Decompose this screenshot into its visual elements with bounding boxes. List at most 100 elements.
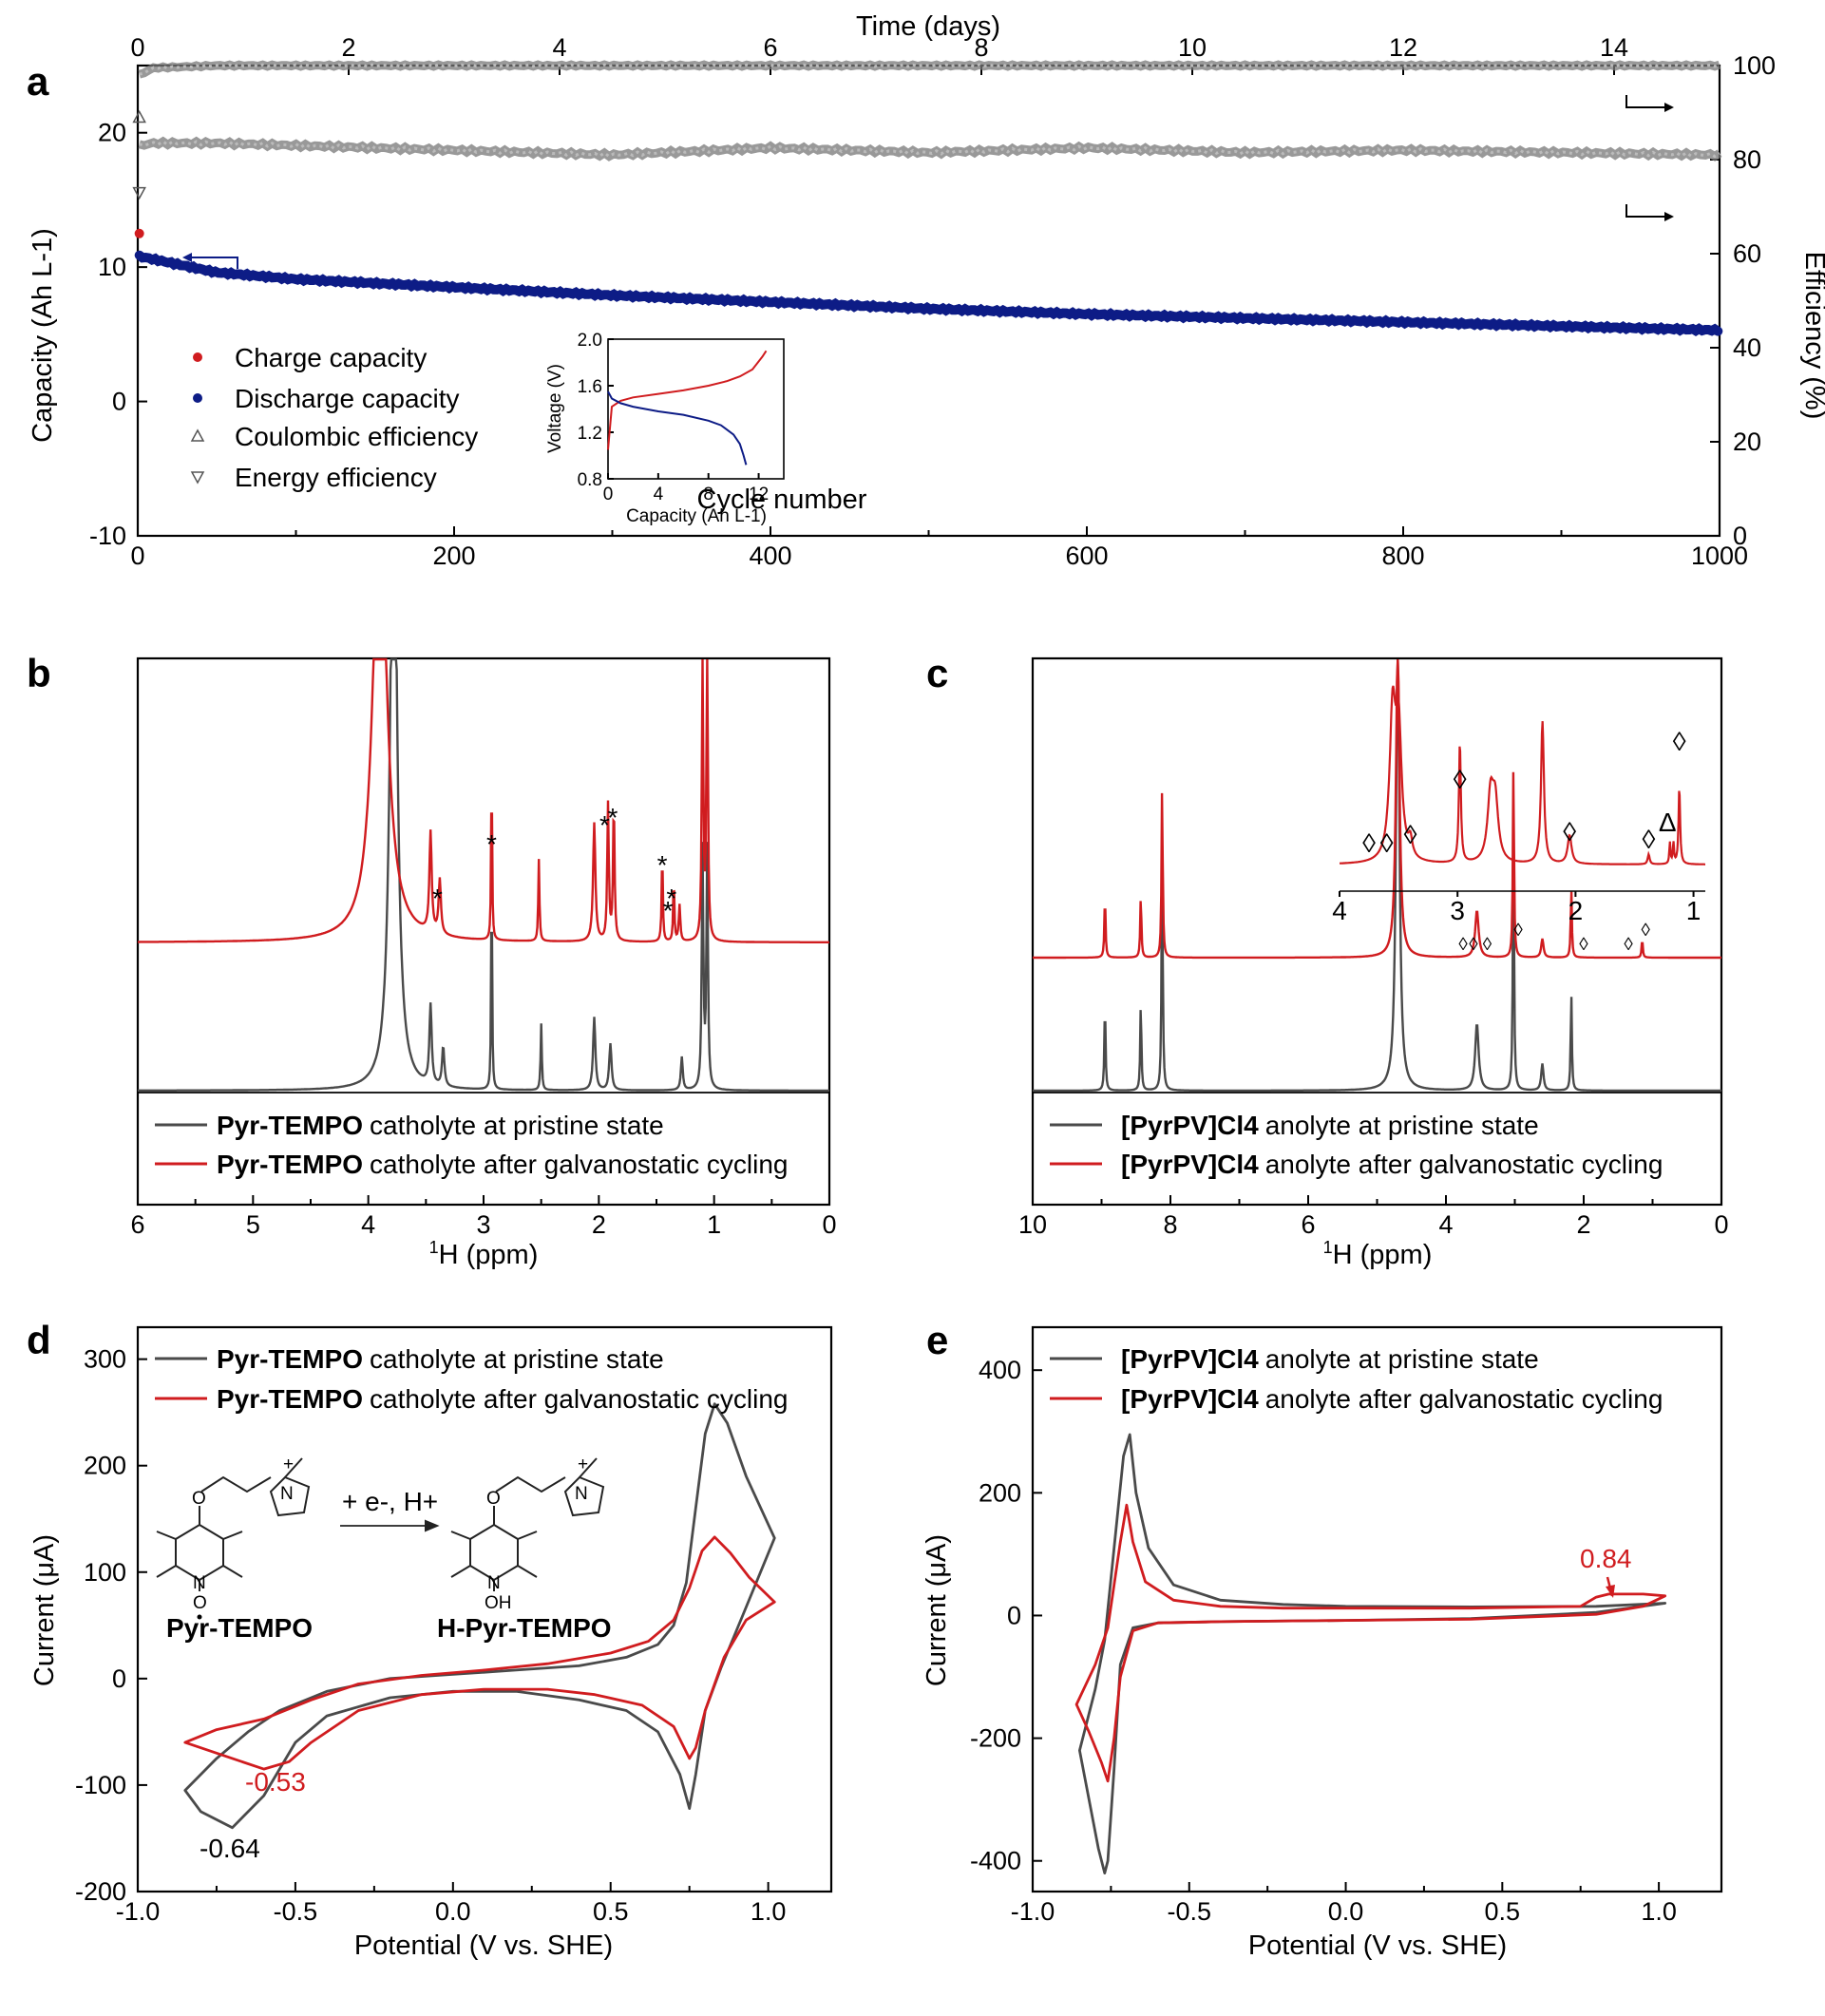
nmr-xtick-label: 3 [476,1210,490,1239]
nmr-xtick-label: 4 [1438,1210,1453,1239]
cv-ytick-label: -200 [970,1724,1021,1753]
diamond-marker: ◊ [1483,935,1492,955]
cv-xtick-label: 1.0 [751,1897,787,1926]
panel-e-ticks: -1.0 -0.5 0.0 0.5 1.0 -400 -200 0 200 400 [970,1356,1677,1926]
inset-xtick-label: 8 [703,485,713,504]
product-me4 [517,1565,538,1578]
inset-diamond-marker: ◊ [1563,817,1576,846]
cv-xtick-label: -1.0 [1011,1897,1055,1926]
inset-ylabel: Voltage (V) [545,364,565,453]
reaction-arrowhead [425,1519,440,1532]
inset-triangle-marker: Δ [1659,808,1677,837]
product-name: H-Pyr-TEMPO [437,1613,612,1643]
diamond-marker: ◊ [1513,921,1523,941]
panel-b-data: ******* [138,657,829,1093]
inset-ticks: 0 4 8 12 0.8 1.2 1.6 2.0 [578,331,770,504]
panel-d-legend-2-text: catholyte after galvanostatic cycling [370,1384,788,1414]
product-me3 [517,1531,538,1540]
panel-e-legend-1-bold: [PyrPV]Cl4 [1121,1344,1259,1374]
spectrum-cycled [1033,658,1721,960]
a-ytick-label: 0 [112,388,126,416]
cv-ytick-label: 0 [1007,1601,1021,1629]
panel-e-data [1074,1433,1667,1874]
panel-d-ylabel: Current (μA) [29,1534,60,1686]
panel-c-xlabel-sup: 1 [1323,1238,1333,1257]
a-ytick-label: -10 [89,522,126,550]
panel-b-legend-2-text: catholyte after galvanostatic cycling [370,1150,788,1179]
product-oh-group: OH [485,1593,512,1613]
panel-d: d -1.0 -0.5 0.0 0.5 1.0 -200 -100 0 100 200 300 Py… [27,1318,833,1961]
cv-ytick-label: 200 [84,1452,126,1480]
cv-curve-pristine [183,1402,776,1830]
panel-c-xlabel-main: H (ppm) [1333,1240,1433,1270]
nmr-xtick-label: 6 [1301,1210,1315,1239]
inset-ytick-label: 1.6 [578,377,602,397]
spectrum-pristine [1033,658,1721,1093]
panel-d-frame [136,1325,833,1893]
inset-diamond-marker: ◊ [1454,765,1467,794]
panel-c-legend-1-text: anolyte at pristine state [1265,1111,1539,1140]
inset-ytick-label: 2.0 [578,331,602,351]
cv-xtick-label: 0.0 [435,1897,471,1926]
inset-xtick-label: 1 [1686,896,1701,925]
product-methyl [579,1457,598,1478]
product-ring-n-atom: N [487,1573,501,1593]
panel-c: c 10 8 6 4 2 0 ◊ ◊ ◊◊◊ ◊◊ 4 3 2 1◊ ◊ ◊◊◊ ◊◊Δ [PyrPV]Cl… [926,651,1729,1270]
legend-charge-text: Charge capacity [235,343,427,372]
panel-d-legend-1-bold: Pyr-TEMPO [217,1344,363,1374]
inset-charge-curve [607,350,768,450]
cv-ytick-label: 200 [979,1478,1021,1507]
peak-label-cycled: -0.53 [245,1767,306,1797]
reaction-scheme [156,1457,605,1591]
cv-xtick-label: 1.0 [1641,1897,1677,1926]
inset-xlabel: Capacity (Ah L-1) [626,506,767,526]
panel-a-y2label: Efficiency (%) [1799,252,1825,420]
nmr-xtick-label: 2 [592,1210,606,1239]
a-y2tick-label: 0 [1733,522,1747,550]
legend-ce-text: Coulombic efficiency [235,422,478,451]
a-toptick-label: 14 [1600,33,1628,62]
panel-c-ticks: 10 8 6 4 2 0 [1018,1195,1729,1239]
panel-d-legend-1: Pyr-TEMPO catholyte at pristine state [217,1344,664,1374]
cv-ytick-label: -400 [970,1847,1021,1875]
diamond-marker: ◊ [1469,935,1478,955]
peak-label-pristine: -0.64 [200,1834,260,1863]
diamond-marker: ◊ [1642,921,1651,941]
a-toptick-label: 8 [974,33,988,62]
legend-ee-marker [190,471,205,485]
panel-e-label: e [926,1318,948,1362]
cv-xtick-label: 0.5 [1485,1897,1521,1926]
inset-diamond-marker: ◊ [1404,820,1417,849]
panel-c-label: c [926,651,948,695]
panel-b-legend-2-bold: Pyr-TEMPO [217,1150,363,1179]
panel-e-frame [1031,1325,1723,1893]
panel-e-ylabel: Current (μA) [922,1534,952,1686]
product-o-atom: O [486,1489,501,1509]
cv-curve-cycled [183,1535,776,1771]
a-y2tick-label: 80 [1733,145,1761,174]
panel-c-legend-2-text: anolyte after galvanostatic cycling [1265,1150,1663,1179]
inset-ytick-label: 1.2 [578,424,602,444]
a-toptick-label: 4 [552,33,566,62]
panel-d-data [183,1402,776,1830]
a-xtick-label: 1000 [1691,542,1748,570]
inset-xtick-label: 2 [1568,896,1584,925]
panel-b-legend-1-bold: Pyr-TEMPO [217,1111,363,1140]
a-y2tick-label: 100 [1733,51,1776,80]
reactant-o-atom: O [192,1489,206,1509]
cv-xtick-label: -0.5 [274,1897,318,1926]
a-xtick-label: 200 [432,542,475,570]
nmr-xtick-label: 2 [1576,1210,1590,1239]
panel-a-data [132,60,1723,336]
reactant-ring [175,1523,224,1582]
a-ytick-label: 10 [98,253,126,281]
legend-ee-text: Energy efficiency [235,463,437,492]
legend-discharge-text: Discharge capacity [235,384,460,413]
panel-b-xlabel-sup: 1 [429,1238,439,1257]
panel-c-legend-2-bold: [PyrPV]Cl4 [1121,1150,1259,1179]
panel-a-xlabel: Cycle number [697,485,867,515]
reactant-oxyl-atom: O [193,1593,207,1613]
